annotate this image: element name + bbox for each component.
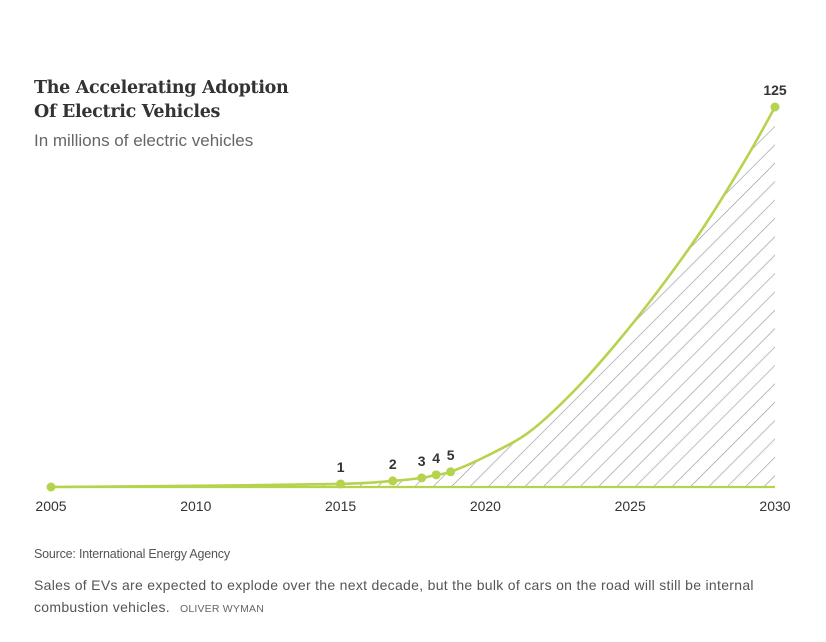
source-note: Source: International Energy Agency: [34, 547, 230, 561]
hatched-area-layer: [51, 107, 775, 487]
data-point-4: [417, 473, 427, 483]
data-labels-layer: 1 2 3 4 5 125: [337, 82, 787, 475]
credit-text: OLIVER WYMAN: [179, 603, 265, 615]
data-label-4: 3: [418, 453, 426, 469]
x-tick-label-2030: 2030: [759, 498, 790, 514]
chart-title-line-2: Of Electric Vehicles: [34, 102, 221, 122]
chart-subtitle: In millions of electric vehicles: [34, 131, 254, 150]
data-label-2: 1: [337, 459, 345, 475]
x-tick-label-2005: 2005: [35, 498, 66, 514]
caption-text: Sales of EVs are expected to explode ove…: [34, 577, 754, 615]
data-point-2: [336, 479, 346, 489]
data-points-layer: [46, 102, 780, 492]
data-point-5: [431, 470, 441, 480]
series-line-layer: [49, 105, 777, 489]
x-tick-labels-layer: 2005 2010 2015 2020 2025 2030: [35, 498, 790, 514]
data-label-5: 4: [432, 450, 440, 466]
x-tick-label-2020: 2020: [470, 498, 501, 514]
caption: Sales of EVs are expected to explode ove…: [34, 574, 804, 620]
x-tick-label-2010: 2010: [180, 498, 211, 514]
data-point-7: [770, 102, 780, 112]
chart-title-line-1: The Accelerating Adoption: [34, 78, 289, 98]
series-line: [49, 105, 777, 489]
data-label-7: 125: [763, 82, 787, 98]
x-tick-label-2015: 2015: [325, 498, 356, 514]
hatched-area: [51, 107, 775, 487]
data-label-3: 2: [389, 456, 397, 472]
data-label-6: 5: [447, 447, 455, 463]
x-tick-label-2025: 2025: [615, 498, 646, 514]
data-point-3: [388, 476, 398, 486]
chart-title: The Accelerating Adoption Of Electric Ve…: [34, 76, 289, 124]
data-point-1: [46, 482, 56, 492]
data-point-6: [446, 467, 456, 477]
